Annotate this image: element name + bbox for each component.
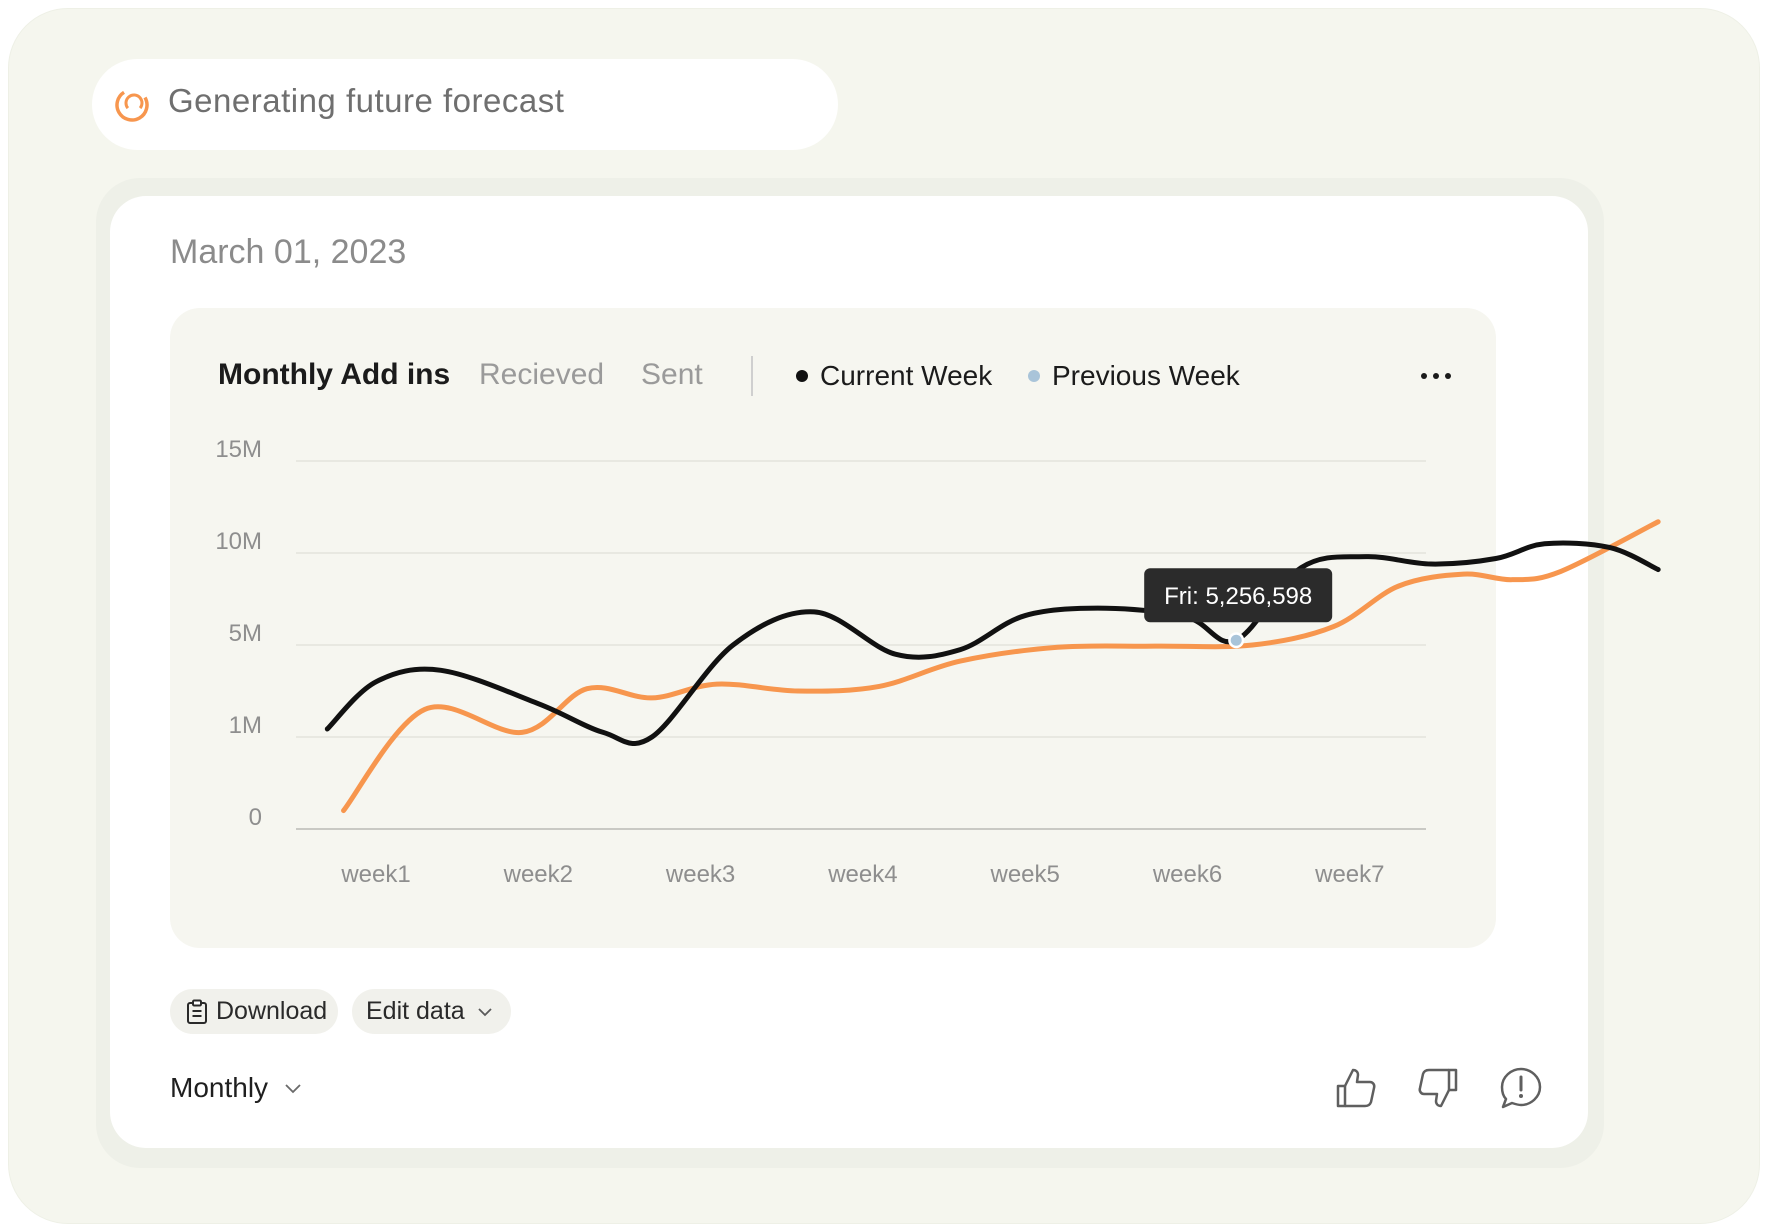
edit-data-button[interactable]: Edit data bbox=[352, 989, 511, 1034]
legend-label-current: Current Week bbox=[820, 360, 993, 391]
thumbs-down-icon[interactable] bbox=[1416, 1066, 1460, 1110]
forecast-status-pill: Generating future forecast bbox=[92, 59, 838, 150]
period-label: Monthly bbox=[170, 1072, 269, 1103]
legend-label-previous: Previous Week bbox=[1052, 360, 1240, 391]
thumbs-up-icon[interactable] bbox=[1334, 1066, 1378, 1110]
chevron-down-icon bbox=[285, 1083, 301, 1093]
download-button[interactable]: Download bbox=[170, 989, 338, 1034]
loading-spinner-icon bbox=[115, 88, 149, 122]
tab-monthly-add-ins[interactable]: Monthly Add ins bbox=[218, 358, 451, 391]
period-dropdown[interactable]: Monthly bbox=[170, 1072, 302, 1104]
legend-dot-previous bbox=[1028, 370, 1040, 382]
status-text: Generating future forecast bbox=[168, 82, 565, 119]
edit-data-label: Edit data bbox=[366, 997, 465, 1025]
legend-dot-current bbox=[796, 370, 808, 382]
alert-icon[interactable] bbox=[1499, 1066, 1543, 1110]
tab-sent[interactable]: Sent bbox=[641, 358, 703, 391]
download-label: Download bbox=[216, 997, 328, 1025]
more-horizontal-icon[interactable] bbox=[1418, 364, 1454, 388]
legend-current-week[interactable]: Current Week bbox=[796, 360, 992, 392]
chevron-down-icon bbox=[478, 1007, 492, 1016]
report-date: March 01, 2023 bbox=[170, 233, 407, 271]
chart-panel bbox=[170, 308, 1496, 948]
legend-previous-week[interactable]: Previous Week bbox=[1028, 360, 1240, 392]
tab-divider bbox=[751, 356, 753, 396]
tab-received[interactable]: Recieved bbox=[479, 358, 605, 391]
clipboard-icon bbox=[187, 999, 207, 1024]
